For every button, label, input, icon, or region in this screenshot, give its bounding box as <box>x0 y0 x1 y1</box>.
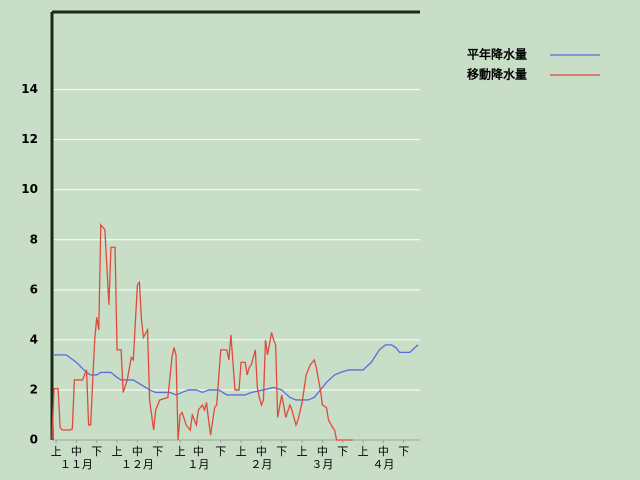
y-tick-label: 0 <box>30 433 38 447</box>
month-label: ４月 <box>372 458 394 471</box>
x-tick-label: 中 <box>132 445 143 458</box>
month-label: ２月 <box>250 458 272 471</box>
x-tick-label: 下 <box>152 445 163 458</box>
month-label: ３月 <box>311 458 333 471</box>
x-tick-label: 下 <box>215 445 226 458</box>
x-tick-label: 下 <box>398 445 409 458</box>
x-tick-label: 中 <box>256 445 267 458</box>
month-label: １１月 <box>60 458 93 471</box>
x-tick-label: 中 <box>378 445 389 458</box>
series-line <box>51 222 353 441</box>
y-tick-label: 8 <box>30 232 38 246</box>
y-tick-label: 10 <box>21 182 38 196</box>
legend-label: 平年降水量 <box>467 47 527 62</box>
y-tick-label: 4 <box>30 332 38 346</box>
x-tick-label: 中 <box>71 445 82 458</box>
series-line <box>54 344 419 401</box>
x-tick-label: 上 <box>51 445 62 458</box>
x-tick-label: 上 <box>175 445 186 458</box>
legend-label: 移動降水量 <box>467 67 527 82</box>
month-label: １月 <box>187 458 209 471</box>
x-tick-label: 上 <box>112 445 123 458</box>
y-tick-label: 12 <box>21 132 38 146</box>
x-tick-label: 下 <box>91 445 102 458</box>
x-tick-label: 上 <box>297 445 308 458</box>
x-tick-label: 上 <box>358 445 369 458</box>
x-tick-label: 中 <box>193 445 204 458</box>
month-label: １２月 <box>121 458 154 471</box>
y-tick-label: 14 <box>21 82 38 96</box>
x-tick-label: 下 <box>337 445 348 458</box>
x-tick-label: 中 <box>317 445 328 458</box>
y-tick-label: 2 <box>30 382 38 396</box>
x-tick-label: 下 <box>276 445 287 458</box>
y-tick-label: 6 <box>30 282 38 296</box>
x-tick-label: 上 <box>236 445 247 458</box>
